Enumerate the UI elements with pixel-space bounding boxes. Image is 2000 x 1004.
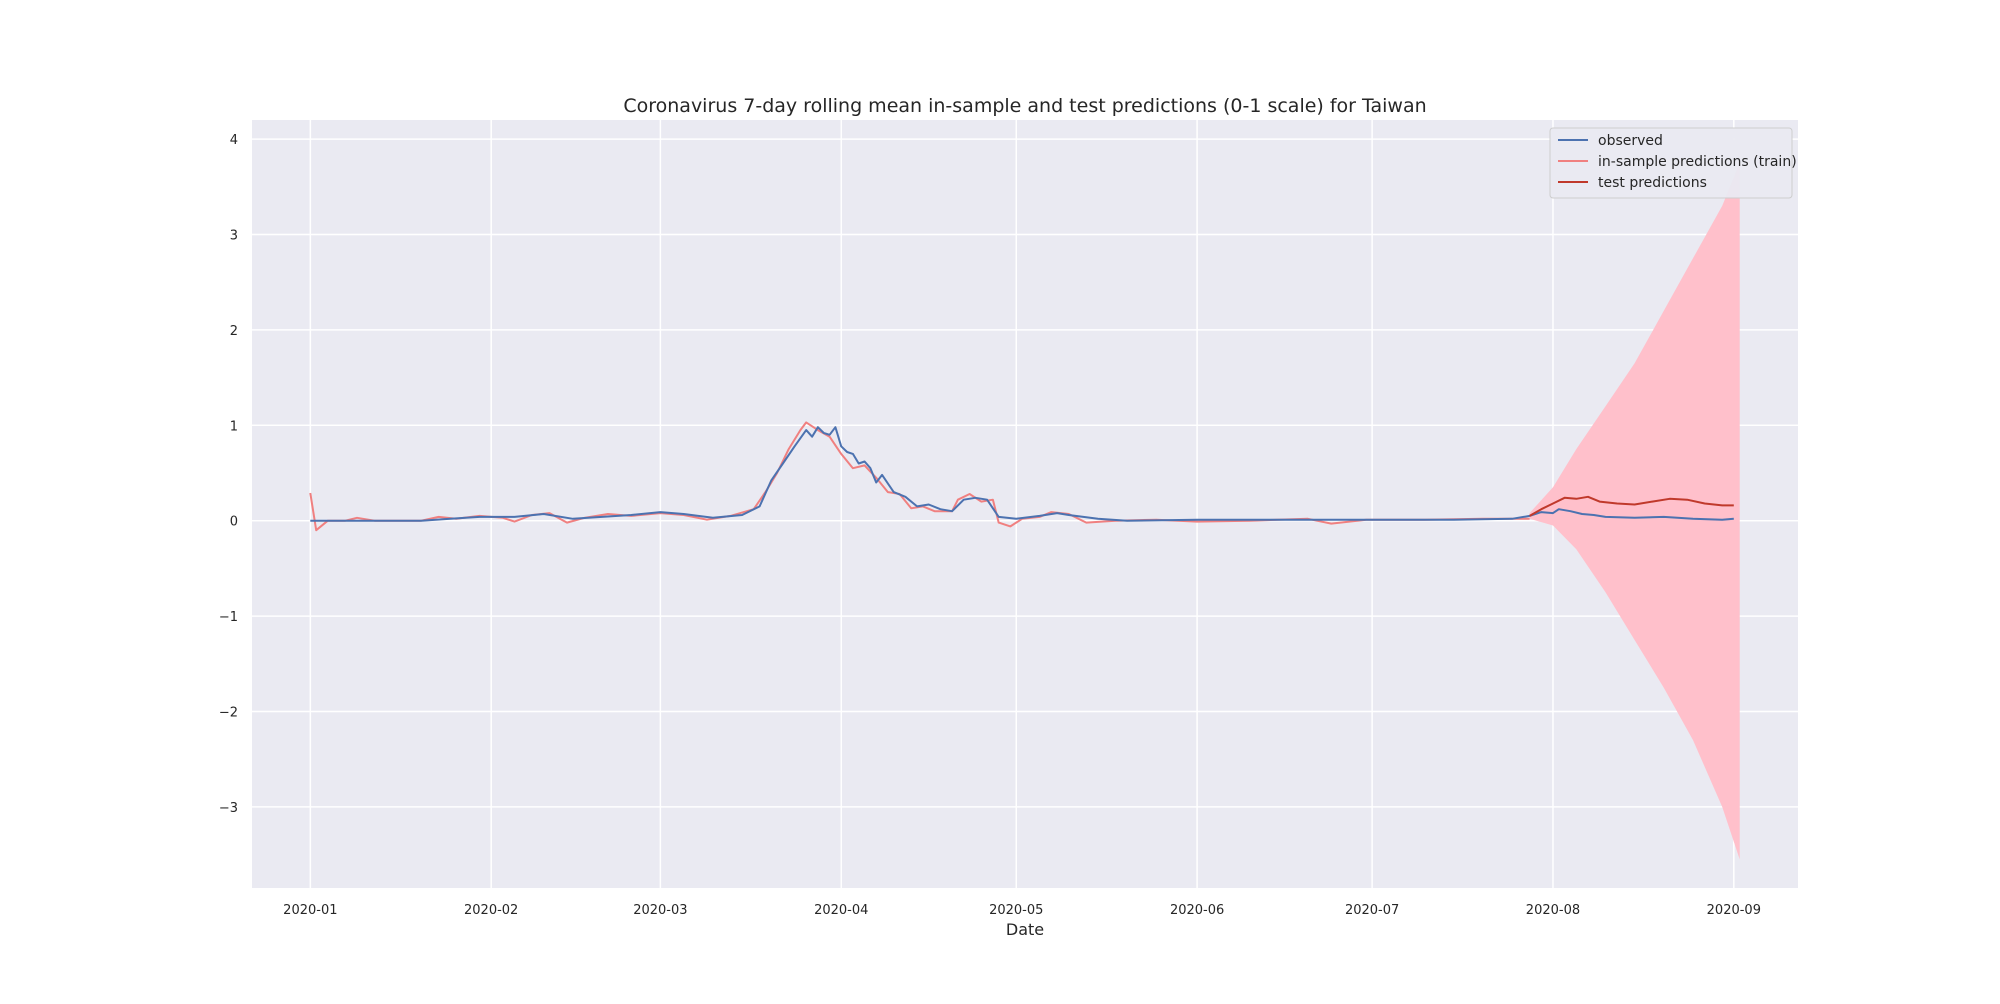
y-tick-label: 4 bbox=[230, 133, 238, 148]
series-line-observed bbox=[310, 426, 1734, 522]
y-tick-label: −3 bbox=[219, 801, 238, 816]
y-tick-label: −2 bbox=[219, 706, 238, 721]
x-tick-label: 2020-01 bbox=[283, 903, 337, 918]
x-tick-label: 2020-07 bbox=[1345, 903, 1399, 918]
x-tick-label: 2020-03 bbox=[633, 903, 687, 918]
legend-label: in-sample predictions (train) bbox=[1598, 154, 1797, 170]
chart-title: Coronavirus 7-day rolling mean in-sample… bbox=[623, 95, 1426, 117]
legend-label: test predictions bbox=[1598, 175, 1707, 191]
y-tick-label: 1 bbox=[230, 419, 238, 434]
y-tick-label: 3 bbox=[230, 228, 238, 243]
series-lines bbox=[309, 421, 1734, 532]
x-tick-label: 2020-08 bbox=[1526, 903, 1580, 918]
confidence-band-layer bbox=[1529, 162, 1740, 860]
x-tick-label: 2020-04 bbox=[814, 903, 868, 918]
legend: observed in-sample predictions (train) tes… bbox=[1549, 127, 1797, 199]
x-tick-label: 2020-02 bbox=[464, 903, 518, 918]
y-tick-label: −1 bbox=[219, 610, 238, 625]
axis-tick-labels: 2020-01 2020-02 2020-03 2020-04 2020-05 2020-… bbox=[219, 133, 1761, 918]
legend-box bbox=[1549, 127, 1793, 199]
x-tick-label: 2020-09 bbox=[1707, 903, 1761, 918]
series-line-test-predictions bbox=[1529, 495, 1734, 517]
legend-label: observed bbox=[1598, 133, 1663, 149]
x-axis-label: Date bbox=[1006, 920, 1044, 939]
y-tick-label: 0 bbox=[230, 515, 238, 530]
x-tick-label: 2020-05 bbox=[989, 903, 1043, 918]
x-tick-label: 2020-06 bbox=[1170, 903, 1224, 918]
y-tick-label: 2 bbox=[230, 324, 238, 339]
confidence-band bbox=[1529, 162, 1740, 860]
